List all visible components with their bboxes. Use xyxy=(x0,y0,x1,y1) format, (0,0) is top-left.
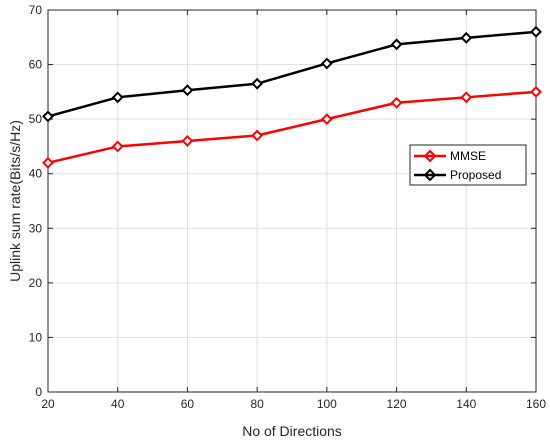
data-point-mmse xyxy=(460,91,473,104)
y-tick-label: 60 xyxy=(29,58,43,72)
data-point-mmse xyxy=(42,156,54,169)
x-tick-label: 100 xyxy=(317,397,337,411)
y-tick-label: 40 xyxy=(29,167,43,181)
data-point-proposed xyxy=(320,57,333,70)
plot-area xyxy=(48,10,536,392)
y-tick-label: 30 xyxy=(29,221,43,235)
data-point-proposed xyxy=(530,25,542,38)
x-tick-label: 40 xyxy=(111,397,125,411)
x-tick-label: 120 xyxy=(387,397,407,411)
x-axis-label: No of Directions xyxy=(242,423,342,439)
data-point-proposed xyxy=(390,38,403,51)
series-line-proposed xyxy=(47,30,537,118)
data-point-mmse xyxy=(251,129,264,142)
data-point-mmse xyxy=(181,135,194,147)
data-point-proposed xyxy=(181,84,194,97)
x-tick-label: 160 xyxy=(526,397,546,411)
y-tick-label: 70 xyxy=(29,3,43,17)
series-line-mmse xyxy=(47,90,537,165)
legend-marker-mmse xyxy=(423,149,437,163)
x-tick-label: 140 xyxy=(456,397,476,411)
data-point-mmse xyxy=(320,113,333,126)
series-proposed xyxy=(42,25,542,123)
plot-frame xyxy=(47,9,537,393)
x-tick-label: 20 xyxy=(41,397,55,411)
data-point-proposed xyxy=(251,77,264,90)
data-point-mmse xyxy=(111,140,124,153)
legend-entry-mmse: MMSE xyxy=(414,149,486,163)
y-tick-label: 10 xyxy=(29,330,43,344)
axis-ticks: 20 40 60 80 100 120 140 160 0 10 20 30 40 50 60 70 xyxy=(29,3,547,411)
x-tick-label: 60 xyxy=(181,397,195,411)
data-point-mmse xyxy=(390,96,403,109)
data-point-proposed xyxy=(111,91,124,104)
data-point-proposed xyxy=(42,110,54,123)
y-tick-label: 20 xyxy=(29,276,43,290)
y-tick-label: 0 xyxy=(35,385,42,399)
legend-entry-proposed: Proposed xyxy=(414,168,501,182)
y-tick-label: 50 xyxy=(29,112,43,126)
legend: MMSE Proposed xyxy=(409,144,527,186)
x-tick-label: 80 xyxy=(250,397,264,411)
data-point-proposed xyxy=(460,31,473,44)
legend-label-mmse: MMSE xyxy=(450,149,486,163)
y-axis-label: Uplink sum rate(Bits/s/Hz) xyxy=(7,120,23,282)
legend-label-proposed: Proposed xyxy=(450,168,501,182)
series-mmse xyxy=(42,85,542,169)
legend-marker-proposed xyxy=(423,168,437,182)
data-point-mmse xyxy=(530,85,542,98)
series-group xyxy=(42,25,542,169)
